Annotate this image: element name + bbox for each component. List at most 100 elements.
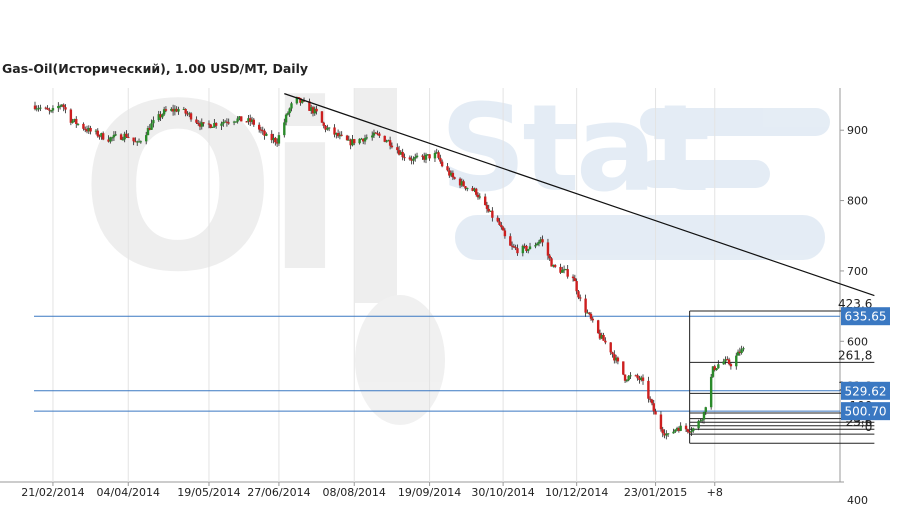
candle-body <box>48 109 51 111</box>
candle-body <box>510 245 514 247</box>
candle-body <box>164 109 168 111</box>
candle-body <box>726 359 729 361</box>
candle-body <box>629 375 632 377</box>
candle-body <box>360 138 363 140</box>
candle-body <box>471 187 474 191</box>
candle-body <box>308 101 311 111</box>
candle-body <box>177 109 180 112</box>
y-tick-label: 400 <box>847 494 868 507</box>
candle-body <box>729 364 733 367</box>
candle-body <box>711 366 715 377</box>
candle-body <box>37 108 40 110</box>
candle-body <box>238 116 241 119</box>
y-axis: 900 800 700 600 400 <box>840 124 868 507</box>
candle-body <box>647 380 650 399</box>
candle-body <box>184 108 187 114</box>
candle-body <box>286 113 290 115</box>
candle-body <box>738 351 742 353</box>
candle-body <box>265 133 268 136</box>
candle-body <box>207 123 211 125</box>
candle-body <box>46 108 49 110</box>
candle-body <box>527 249 530 251</box>
candle-body <box>388 140 392 146</box>
candle-body <box>523 245 526 247</box>
candle-body <box>428 154 431 159</box>
candle-body <box>634 375 638 377</box>
candle-body <box>561 270 564 273</box>
x-axis: 21/02/2014 04/04/2014 19/05/2014 27/06/2014… <box>21 482 723 499</box>
candle-body <box>232 121 236 123</box>
x-tick-label: 27/06/2014 <box>247 486 310 499</box>
candle-body <box>283 122 286 136</box>
candle-body <box>376 133 379 135</box>
candle-body <box>327 127 331 129</box>
candle-body <box>44 107 47 109</box>
candle-body <box>684 425 688 430</box>
candle-body <box>127 136 130 138</box>
candle-body <box>189 113 193 120</box>
candle-body <box>311 107 315 114</box>
candle-body <box>453 177 456 179</box>
candle-body <box>100 133 103 137</box>
candle-body <box>700 419 704 421</box>
candle-body <box>197 122 200 125</box>
candle-body <box>742 348 745 350</box>
candle-body <box>613 354 616 361</box>
candle-body <box>690 431 693 433</box>
candle-body <box>566 269 569 277</box>
candle-body <box>422 156 426 160</box>
candle-body <box>76 123 80 125</box>
candle-body <box>249 118 252 122</box>
candle-body <box>654 411 657 415</box>
candle-body <box>491 210 494 218</box>
candle-body <box>408 157 412 160</box>
candle-body <box>439 157 442 162</box>
candle-body <box>198 124 202 127</box>
candle-body <box>107 139 110 142</box>
candle-body <box>600 334 603 339</box>
candle-body <box>437 152 440 158</box>
candle-body <box>740 349 743 353</box>
candle-body <box>125 133 128 137</box>
candle-body <box>588 312 591 314</box>
y-tick-label: 600 <box>847 335 868 348</box>
resistance-trendline <box>284 93 875 297</box>
candle-body <box>35 108 38 110</box>
candle-body <box>539 239 542 242</box>
candle-body <box>378 133 381 136</box>
y-tick-label: 900 <box>847 124 868 137</box>
candle-body <box>401 152 404 158</box>
candle-body <box>101 133 105 140</box>
candle-body <box>338 134 342 137</box>
candle-body <box>236 118 239 122</box>
candle-body <box>365 137 369 139</box>
x-tick-label: 19/09/2014 <box>398 486 461 499</box>
candle-body <box>414 157 417 159</box>
y-tick-label: 800 <box>847 195 868 208</box>
candle-body <box>727 359 731 365</box>
candle-body <box>272 137 275 141</box>
candle-body <box>222 121 225 124</box>
candle-body <box>722 361 725 365</box>
price-badge <box>841 307 890 326</box>
candle-body <box>403 157 406 159</box>
candle-body <box>259 129 263 131</box>
candle-body <box>475 188 478 195</box>
candle-body <box>211 126 214 128</box>
candle-body <box>161 114 164 118</box>
candle-body <box>579 297 582 299</box>
candle-body <box>87 127 91 132</box>
candle-body <box>58 105 62 107</box>
candle-body <box>362 138 365 142</box>
candle-body <box>509 236 512 246</box>
candle-body <box>383 135 386 142</box>
candle-body <box>73 118 76 121</box>
candle-body <box>550 258 553 267</box>
candle-body <box>485 205 489 209</box>
candle-body <box>464 186 467 189</box>
candle-body <box>62 104 65 108</box>
candle-body <box>516 248 519 254</box>
candle-body <box>173 108 177 112</box>
candle-body <box>659 414 663 430</box>
